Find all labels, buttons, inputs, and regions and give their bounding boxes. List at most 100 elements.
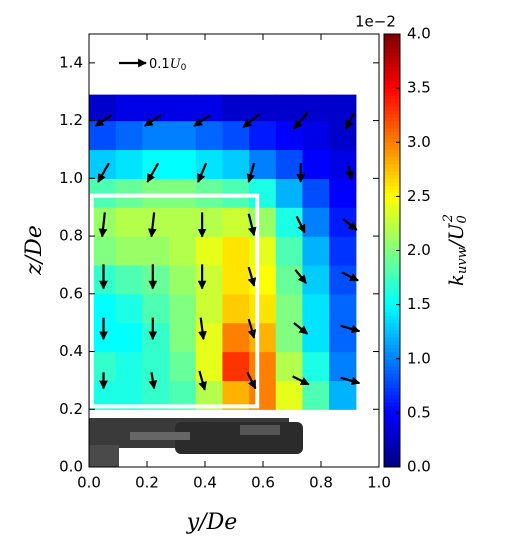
field-cell: [142, 94, 170, 122]
colorbar-step: [384, 192, 400, 197]
field-cell: [329, 120, 357, 151]
colorbar-step: [384, 308, 400, 313]
colorbar-step: [384, 196, 400, 201]
field-cell: [115, 207, 143, 237]
colorbar-tick-label: 0.5: [407, 403, 431, 421]
y-axis-label: z/De: [22, 225, 47, 276]
colorbar-step: [384, 402, 400, 407]
colorbar-step: [384, 254, 400, 259]
colorbar-step: [384, 199, 400, 205]
colorbar-step: [384, 178, 400, 183]
field-cell: [302, 380, 330, 410]
colorbar-step: [384, 405, 400, 410]
field-cell: [142, 322, 170, 353]
field-cell: [115, 94, 143, 122]
field-cell: [115, 236, 143, 266]
colorbar-step: [384, 243, 400, 248]
y-tick-label: 1.4: [59, 53, 83, 71]
colorbar-tick-label: 3.5: [407, 79, 431, 97]
colorbar-step: [384, 34, 400, 39]
colorbar-step: [384, 319, 400, 324]
colorbar-step: [384, 95, 400, 100]
field-cell: [142, 207, 170, 237]
colorbar-step: [384, 322, 400, 327]
field-cell: [222, 94, 250, 122]
field-cell: [195, 236, 223, 266]
field-cell: [329, 236, 357, 266]
colorbar-step: [384, 420, 400, 425]
colorbar-tick-label: 4.0: [407, 25, 431, 43]
field-cell: [195, 120, 223, 151]
field-cell: [302, 120, 330, 151]
colorbar-step: [384, 145, 400, 150]
colorbar-step: [384, 149, 400, 154]
colorbar-step: [384, 138, 400, 143]
vector-arrow: [97, 162, 110, 183]
field-cell: [329, 149, 357, 179]
field-cell: [89, 120, 117, 151]
colorbar-step: [384, 113, 400, 118]
field-cell: [195, 207, 223, 237]
colorbar-step: [384, 214, 400, 219]
colorbar-step: [384, 340, 400, 345]
colorbar-step: [384, 427, 400, 432]
vector-arrow: [345, 165, 355, 181]
field-cell: [275, 94, 304, 122]
colorbar-tick-label: 3.0: [407, 133, 431, 151]
colorbar-step: [384, 394, 400, 399]
field-cell: [302, 322, 330, 353]
colorbar-step: [384, 236, 400, 241]
field-cell: [329, 178, 357, 208]
colorbar-step: [384, 365, 400, 371]
field-cell: [169, 120, 197, 151]
vector-arrow: [292, 375, 310, 386]
colorbar-step: [384, 445, 400, 450]
field-cell: [169, 149, 197, 179]
colorbar-step: [384, 459, 400, 464]
field-cell: [115, 178, 143, 208]
colorbar-step: [384, 62, 400, 67]
colorbar-step: [384, 398, 400, 403]
highlight-box: [89, 193, 260, 409]
x-tick-label: 0.2: [135, 474, 159, 492]
field-cell: [302, 94, 330, 122]
colorbar-step: [384, 279, 400, 284]
axes: 0.0 0.2 0.4 0.6 0.8 1.0 0.0 0.2 0.4 0.6 0.8 1.0 1.2 1…: [59, 33, 391, 492]
vector-arrow: [146, 162, 160, 183]
field-cell: [249, 178, 277, 208]
colorbar-step: [384, 59, 400, 64]
colorbar-step: [384, 185, 400, 190]
colorbar-step: [384, 416, 400, 421]
colorbar-step: [384, 329, 400, 334]
field-cell: [275, 264, 304, 295]
y-tick-label: 0.2: [59, 400, 83, 418]
colorbar-step: [384, 127, 400, 132]
colorbar-step: [384, 286, 400, 291]
colorbar-step: [384, 77, 400, 82]
field-cell: [222, 149, 250, 179]
field-cell: [222, 351, 250, 381]
field-cell: [115, 264, 143, 295]
vector-arrow: [340, 324, 361, 334]
colorbar-step: [384, 337, 400, 342]
colorbar-step: [384, 347, 400, 353]
y-tick-label: 1.0: [59, 169, 83, 187]
colorbar-step: [384, 88, 400, 93]
field-cell: [222, 207, 250, 237]
colorbar-step: [384, 412, 400, 417]
colorbar-step: [384, 463, 400, 468]
colorbar-step: [384, 438, 400, 443]
field-cell: [169, 293, 197, 324]
field-cell: [142, 351, 170, 381]
field-cell: [329, 264, 357, 295]
colorbar-multiplier: 1e−2: [355, 13, 396, 31]
vector-arrow: [293, 322, 309, 335]
field-cell: [195, 94, 223, 122]
field-cell: [142, 149, 170, 179]
colorbar-step: [384, 124, 400, 129]
colorbar-step: [384, 301, 400, 306]
colorbar-step: [384, 355, 400, 360]
y-tick-label: 0.8: [59, 227, 83, 245]
vector-arrow: [147, 212, 157, 238]
